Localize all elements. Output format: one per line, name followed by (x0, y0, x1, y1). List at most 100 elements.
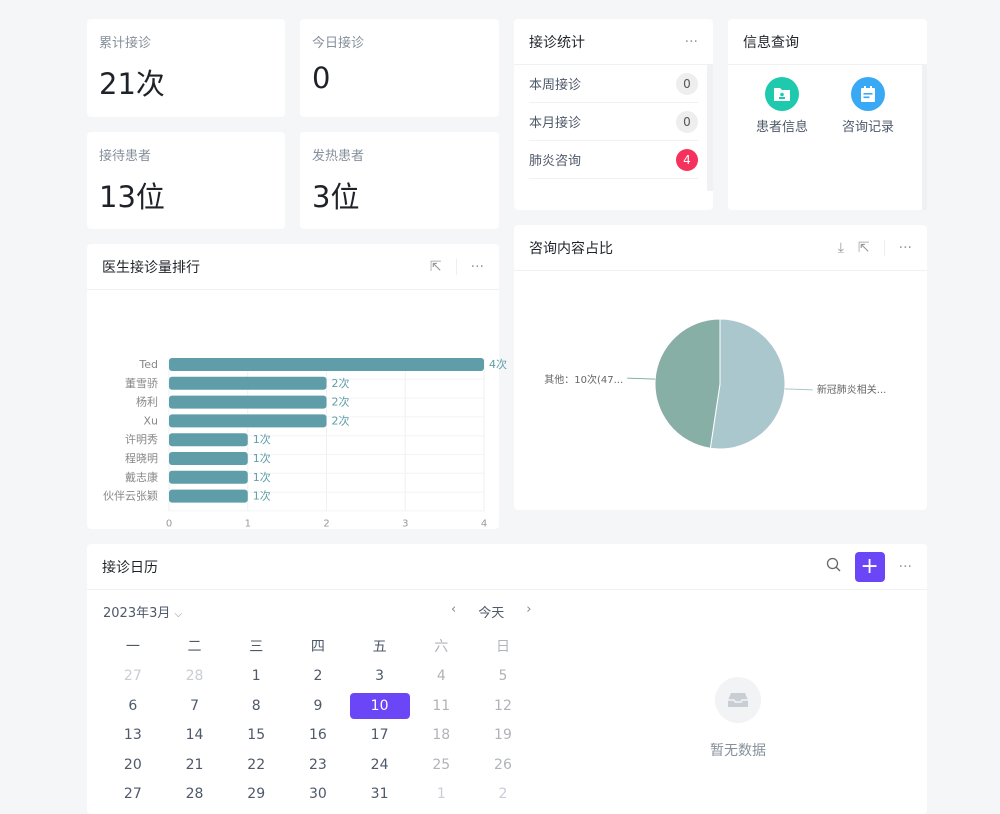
bar[interactable] (169, 395, 327, 409)
add-button[interactable]: + (854, 551, 885, 582)
more-icon[interactable]: ··· (898, 558, 912, 575)
month-label: 2023年3月 (103, 606, 171, 621)
calendar-day[interactable]: 2 (498, 786, 508, 803)
next-month-button[interactable]: › (526, 602, 532, 617)
calendar-day[interactable]: 21 (185, 756, 204, 773)
item-label: 本月接诊 (529, 116, 582, 131)
calendar-day[interactable]: 5 (498, 668, 508, 685)
calendar-day[interactable]: 25 (432, 756, 451, 773)
calendar-day[interactable]: 11 (432, 697, 451, 714)
calendar-day[interactable]: 31 (370, 786, 389, 803)
list-item[interactable]: 肺炎咨询 4 (529, 141, 698, 179)
more-icon[interactable]: ··· (684, 33, 698, 50)
stat-label: 发热患者 (312, 149, 365, 164)
calendar-day[interactable]: 19 (494, 727, 512, 744)
divider (455, 258, 457, 275)
calendar-day[interactable]: 29 (247, 786, 266, 803)
label-line (784, 388, 813, 391)
x-tick-label: 1 (245, 518, 251, 529)
stat-card-patients: 接待患者 13位 (87, 132, 285, 229)
calendar-day[interactable]: 27 (123, 668, 142, 685)
stat-value: 13位 (99, 180, 165, 214)
y-tick-label: 杨利 (136, 395, 158, 409)
more-icon[interactable]: ··· (898, 239, 912, 256)
calendar-day[interactable]: 30 (308, 786, 327, 803)
count-badge: 0 (676, 72, 698, 95)
weekday-header: 二 (187, 638, 202, 655)
pie-slice[interactable] (654, 318, 721, 449)
download-icon[interactable]: ⤓ (837, 239, 844, 256)
stat-label: 累计接诊 (99, 36, 152, 51)
y-tick-label: 程晓明 (125, 452, 158, 465)
bar[interactable] (169, 470, 248, 484)
weekday-header: 一 (125, 638, 140, 655)
calendar-day[interactable]: 3 (375, 668, 385, 685)
calendar-day[interactable]: 1 (251, 668, 261, 685)
calendar-day[interactable]: 10 (349, 692, 411, 719)
calendar-day[interactable]: 9 (313, 697, 323, 714)
pie-slice[interactable] (709, 318, 786, 450)
bar[interactable] (169, 358, 484, 371)
today-button[interactable]: 今天 (478, 606, 505, 621)
count-badge: 4 (676, 148, 698, 171)
stat-card-total: 累计接诊 21次 (87, 19, 285, 117)
calendar-day[interactable]: 28 (185, 786, 204, 803)
card-title: 信息查询 (743, 34, 799, 51)
weekday-header: 五 (372, 638, 387, 655)
data-label: 4次 (489, 357, 507, 371)
expand-icon[interactable]: ⇱ (857, 239, 870, 256)
patient-info-shortcut[interactable]: 患者信息 (747, 77, 817, 135)
data-label: 2次 (332, 413, 350, 427)
visit-stats-card: 接诊统计 ··· 本周接诊 0 本月接诊 0 肺炎咨询 4 (514, 19, 713, 210)
calendar-day[interactable]: 13 (123, 727, 142, 744)
data-label: 2次 (332, 376, 350, 390)
prev-month-button[interactable]: ‹ (451, 602, 457, 617)
bar[interactable] (169, 452, 248, 465)
calendar-day[interactable]: 12 (494, 697, 512, 714)
bar[interactable] (169, 414, 327, 428)
calendar-day[interactable]: 28 (185, 668, 204, 685)
calendar-day[interactable]: 1 (436, 786, 446, 803)
calendar-card: 接诊日历 + ··· 2023年3月 ⌵ ‹ 今天 › 暂无数据 (87, 544, 927, 814)
expand-icon[interactable]: ⇱ (429, 258, 442, 275)
calendar-day[interactable]: 23 (308, 756, 327, 773)
stat-value: 3位 (312, 180, 360, 214)
x-tick-label: 3 (402, 518, 408, 529)
divider (883, 239, 885, 256)
data-label: 1次 (253, 432, 271, 446)
calendar-day[interactable]: 17 (370, 727, 389, 744)
scrollbar[interactable] (922, 65, 927, 210)
shortcut-label: 患者信息 (755, 120, 808, 135)
empty-text: 暂无数据 (710, 743, 766, 759)
list-item[interactable]: 本月接诊 0 (529, 103, 698, 141)
calendar-day[interactable]: 15 (247, 727, 266, 744)
calendar-day[interactable]: 14 (185, 727, 204, 744)
calendar-day[interactable]: 8 (251, 697, 261, 714)
card-title: 医生接诊量排行 (102, 259, 200, 276)
consult-record-shortcut[interactable]: 咨询记录 (833, 77, 903, 135)
month-select[interactable]: 2023年3月 ⌵ (103, 602, 182, 621)
calendar-day[interactable]: 20 (123, 756, 142, 773)
calendar-day[interactable]: 27 (123, 786, 142, 803)
search-icon[interactable] (826, 557, 841, 576)
stat-card-today: 今日接诊 0 (300, 19, 499, 117)
calendar-day[interactable]: 22 (247, 756, 266, 773)
calendar-day[interactable]: 2 (313, 668, 323, 685)
list-item[interactable]: 本周接诊 0 (529, 65, 698, 103)
calendar-day[interactable]: 26 (494, 756, 512, 773)
inbox-empty-icon (715, 677, 761, 723)
calendar-day[interactable]: 24 (370, 756, 389, 773)
bar[interactable] (169, 489, 248, 503)
calendar-day[interactable]: 4 (436, 668, 446, 685)
bar[interactable] (169, 433, 248, 447)
calendar-day[interactable]: 7 (190, 697, 199, 714)
calendar-record-icon (851, 77, 885, 111)
scrollbar[interactable] (707, 65, 713, 191)
calendar-day[interactable]: 18 (432, 727, 451, 744)
y-tick-label: Xu (143, 414, 158, 427)
calendar-day[interactable]: 16 (308, 727, 327, 744)
calendar-day[interactable]: 6 (128, 697, 138, 714)
more-icon[interactable]: ··· (470, 258, 484, 275)
pie-chart: 新冠肺炎相关... 其他：10次(47... (544, 318, 886, 450)
bar[interactable] (169, 376, 327, 390)
